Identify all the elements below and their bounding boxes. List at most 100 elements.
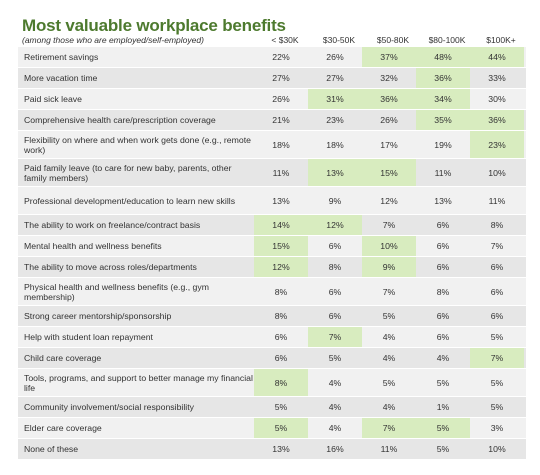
table-cell: 6% <box>436 262 450 272</box>
column-header-100k-plus: $100K+ <box>486 35 516 45</box>
table-cell: 7% <box>308 327 362 347</box>
column-header-30-50k: $30-50K <box>322 35 356 45</box>
row-label: Comprehensive health care/prescription c… <box>24 115 216 125</box>
table-cell: 10% <box>362 236 416 256</box>
table-row: Professional development/education to le… <box>18 187 526 215</box>
table-row: None of these 13% 16% 11% 5% 10% <box>18 439 526 460</box>
table-cell: 10% <box>488 444 506 454</box>
table-cell: 8% <box>490 220 504 230</box>
table-cell: 5% <box>490 377 504 388</box>
row-label: Child care coverage <box>24 353 102 363</box>
table-cell: 34% <box>416 89 470 109</box>
table-cell: 6% <box>490 262 504 272</box>
table-cell: 13% <box>308 159 362 186</box>
table-row: Strong career mentorship/sponsorship 8% 6%… <box>18 306 526 327</box>
chart-title: Most valuable workplace benefits <box>22 16 286 35</box>
table-cell: 12% <box>308 215 362 235</box>
table-cell: 16% <box>326 444 344 454</box>
table-cell: 4% <box>382 353 396 363</box>
column-header-80-100k: $80-100K <box>428 35 466 45</box>
table-cell: 12% <box>254 257 308 277</box>
table-row: Comprehensive health care/prescription c… <box>18 110 526 131</box>
table-cell: 18% <box>272 139 290 150</box>
table-cell: 4% <box>328 402 342 412</box>
table-cell: 6% <box>328 311 342 321</box>
table-cell: 13% <box>434 195 452 206</box>
row-label: The ability to work on freelance/contrac… <box>24 220 201 230</box>
table-cell: 27% <box>272 73 290 83</box>
table-row: The ability to move across roles/departm… <box>18 257 526 278</box>
table-cell: 10% <box>488 167 506 178</box>
column-header-50-80k: $50-80K <box>376 35 410 45</box>
table-row: The ability to work on freelance/contrac… <box>18 215 526 236</box>
row-label: Mental health and wellness benefits <box>24 241 162 251</box>
table-cell: 12% <box>380 195 398 206</box>
table-row: Paid family leave (to care for new baby,… <box>18 159 526 187</box>
table-row: Flexibility on where and when work gets … <box>18 131 526 159</box>
table-cell: 5% <box>490 332 504 342</box>
table-cell: 6% <box>490 311 504 321</box>
table-cell: 5% <box>416 418 470 438</box>
table-cell: 5% <box>436 377 450 388</box>
column-header-under-30k: < $30K <box>271 35 299 45</box>
row-label: Tools, programs, and support to better m… <box>24 372 253 393</box>
table-cell: 6% <box>274 353 288 363</box>
table-cell: 6% <box>328 241 342 251</box>
table-cell: 5% <box>254 418 308 438</box>
table-cell: 5% <box>490 402 504 412</box>
table-cell: 15% <box>362 159 416 186</box>
table-cell: 7% <box>382 286 396 297</box>
table-row: Paid sick leave 26% 31% 36% 34% 30% <box>18 89 526 110</box>
table-cell: 7% <box>382 220 396 230</box>
table-cell: 15% <box>254 236 308 256</box>
table-row: Retirement savings 22% 26% 37% 48% 44% <box>18 47 526 68</box>
table-cell: 7% <box>490 241 504 251</box>
table-cell: 22% <box>272 52 290 62</box>
table-cell: 4% <box>382 402 396 412</box>
table-cell: 6% <box>436 311 450 321</box>
table-cell: 5% <box>436 444 450 454</box>
table-cell: 8% <box>274 286 288 297</box>
table-cell: 6% <box>490 286 504 297</box>
row-label: Elder care coverage <box>24 423 102 433</box>
table-cell: 36% <box>470 110 524 130</box>
table-cell: 8% <box>274 311 288 321</box>
table-cell: 26% <box>326 52 344 62</box>
row-label: Help with student loan repayment <box>24 332 153 342</box>
row-label: Strong career mentorship/sponsorship <box>24 311 172 321</box>
row-label: Retirement savings <box>24 52 99 62</box>
table-cell: 6% <box>436 241 450 251</box>
row-label: The ability to move across roles/departm… <box>24 262 197 272</box>
table-cell: 4% <box>328 423 342 433</box>
table-cell: 36% <box>362 89 416 109</box>
table-cell: 6% <box>274 332 288 342</box>
table-cell: 9% <box>328 195 342 206</box>
table-cell: 21% <box>272 115 290 125</box>
row-label: Paid sick leave <box>24 94 82 104</box>
table-cell: 13% <box>272 444 290 454</box>
table-cell: 11% <box>272 167 290 178</box>
row-label: Physical health and wellness benefits (e… <box>24 281 209 302</box>
table-cell: 44% <box>470 47 524 67</box>
table-cell: 23% <box>470 131 524 158</box>
table-cell: 11% <box>434 167 452 178</box>
table-cell: 36% <box>416 68 470 88</box>
table-cell: 6% <box>436 332 450 342</box>
table-cell: 27% <box>326 73 344 83</box>
table-cell: 17% <box>380 139 398 150</box>
table-cell: 7% <box>470 348 524 368</box>
table-cell: 48% <box>416 47 470 67</box>
table-cell: 1% <box>436 402 450 412</box>
row-label: Flexibility on where and when work gets … <box>24 134 251 155</box>
table-cell: 9% <box>362 257 416 277</box>
row-label: Paid family leave (to care for new baby,… <box>24 162 232 183</box>
table-cell: 5% <box>274 402 288 412</box>
chart-subtitle: (among those who are employed/self-emplo… <box>22 35 204 45</box>
table-body: Retirement savings 22% 26% 37% 48% 44% More va… <box>18 47 526 460</box>
table-cell: 3% <box>490 423 504 433</box>
table-row: Tools, programs, and support to better m… <box>18 369 526 397</box>
table-cell: 18% <box>326 139 344 150</box>
table-row: Child care coverage 6% 5% 4% 4% 7% <box>18 348 526 369</box>
table-row: More vacation time 27% 27% 32% 36% 33% <box>18 68 526 89</box>
row-label: Professional development/education to le… <box>24 195 236 206</box>
